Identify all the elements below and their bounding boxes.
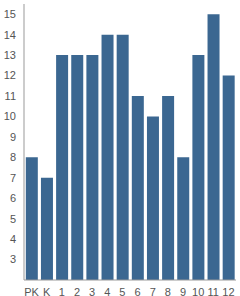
svg-text:3: 3 bbox=[89, 286, 95, 296]
svg-text:14: 14 bbox=[8, 29, 16, 41]
svg-text:13: 13 bbox=[8, 49, 16, 61]
svg-text:K: K bbox=[43, 286, 51, 296]
svg-text:12: 12 bbox=[8, 69, 16, 81]
svg-text:11: 11 bbox=[8, 90, 16, 102]
svg-text:5: 5 bbox=[10, 213, 16, 225]
svg-text:10: 10 bbox=[192, 286, 204, 296]
svg-text:12: 12 bbox=[222, 286, 232, 296]
svg-text:7: 7 bbox=[10, 172, 16, 184]
svg-text:5: 5 bbox=[119, 286, 125, 296]
svg-text:15: 15 bbox=[8, 8, 16, 20]
svg-text:9: 9 bbox=[10, 131, 16, 143]
svg-text:11: 11 bbox=[208, 286, 219, 296]
svg-text:8: 8 bbox=[165, 286, 171, 296]
svg-text:3: 3 bbox=[10, 253, 16, 265]
svg-text:4: 4 bbox=[104, 286, 110, 296]
svg-text:6: 6 bbox=[135, 286, 141, 296]
svg-text:10: 10 bbox=[8, 110, 16, 122]
svg-text:4: 4 bbox=[10, 233, 16, 245]
svg-text:PK: PK bbox=[24, 286, 39, 296]
svg-text:9: 9 bbox=[180, 286, 186, 296]
svg-text:1: 1 bbox=[59, 286, 65, 296]
svg-text:2: 2 bbox=[74, 286, 80, 296]
svg-text:6: 6 bbox=[10, 192, 16, 204]
svg-text:7: 7 bbox=[150, 286, 156, 296]
svg-text:8: 8 bbox=[10, 151, 16, 163]
